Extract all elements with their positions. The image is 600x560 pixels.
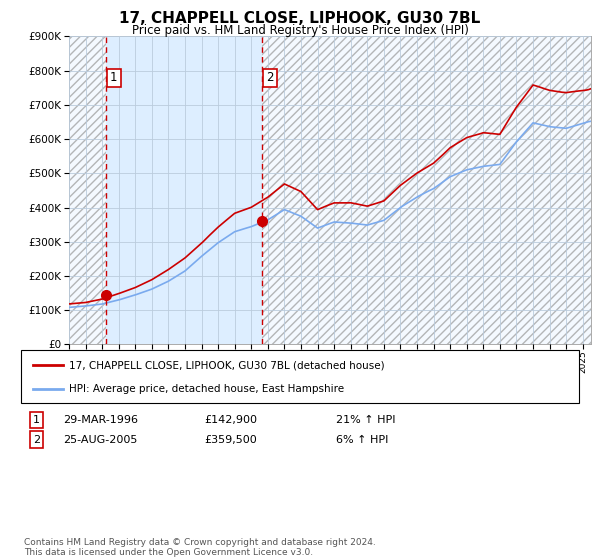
Text: £359,500: £359,500 xyxy=(204,435,257,445)
Text: 29-MAR-1996: 29-MAR-1996 xyxy=(63,415,138,425)
Text: 2: 2 xyxy=(33,435,40,445)
Text: 1: 1 xyxy=(33,415,40,425)
Text: 2: 2 xyxy=(266,72,274,85)
Text: 25-AUG-2005: 25-AUG-2005 xyxy=(63,435,137,445)
Text: 21% ↑ HPI: 21% ↑ HPI xyxy=(336,415,395,425)
Text: 17, CHAPPELL CLOSE, LIPHOOK, GU30 7BL: 17, CHAPPELL CLOSE, LIPHOOK, GU30 7BL xyxy=(119,11,481,26)
Text: HPI: Average price, detached house, East Hampshire: HPI: Average price, detached house, East… xyxy=(69,384,344,394)
Bar xyxy=(69,36,106,344)
Text: Price paid vs. HM Land Registry's House Price Index (HPI): Price paid vs. HM Land Registry's House … xyxy=(131,24,469,36)
Bar xyxy=(262,36,591,344)
Text: Contains HM Land Registry data © Crown copyright and database right 2024.
This d: Contains HM Land Registry data © Crown c… xyxy=(24,538,376,557)
Text: 6% ↑ HPI: 6% ↑ HPI xyxy=(336,435,388,445)
Text: £142,900: £142,900 xyxy=(204,415,257,425)
Text: 1: 1 xyxy=(110,72,118,85)
Text: 17, CHAPPELL CLOSE, LIPHOOK, GU30 7BL (detached house): 17, CHAPPELL CLOSE, LIPHOOK, GU30 7BL (d… xyxy=(69,360,385,370)
